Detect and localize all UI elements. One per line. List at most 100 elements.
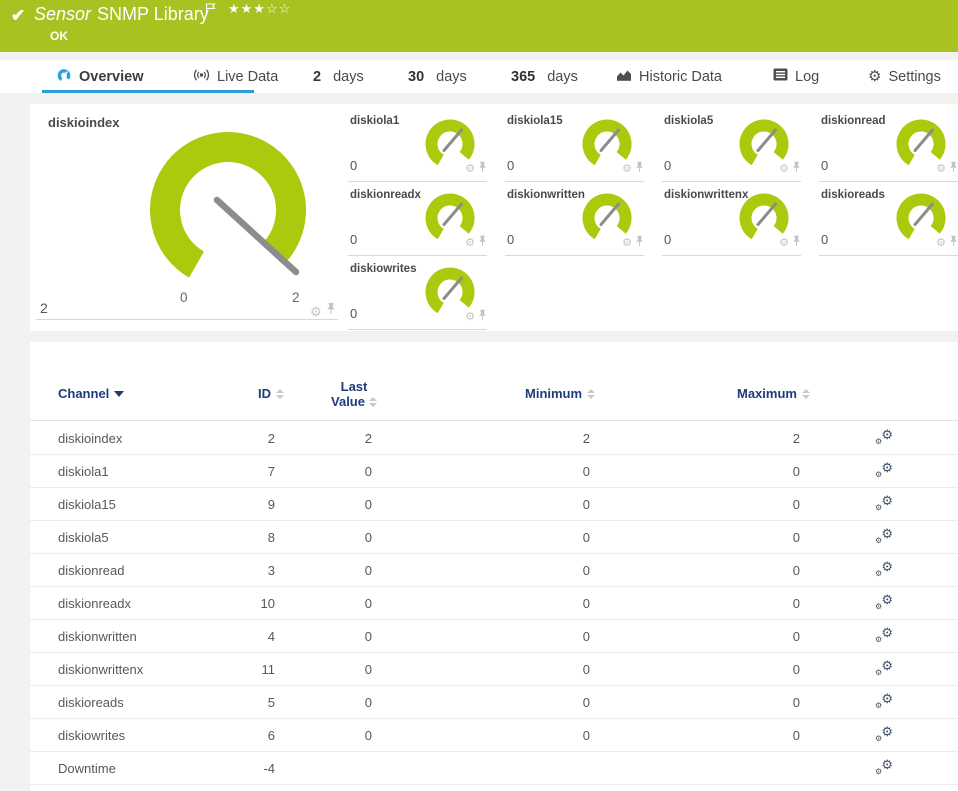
priority-stars[interactable]: ★★★☆☆ (228, 1, 292, 16)
table-row[interactable]: diskiowrites 6 0 0 0 ⚙ ⚙ (30, 719, 958, 752)
pin-icon[interactable] (478, 308, 487, 326)
gauge-cell-diskionreadx[interactable]: diskionreadx 0 ⚙ (348, 182, 489, 256)
column-header-maximum[interactable]: Maximum (737, 386, 810, 401)
pin-icon[interactable] (792, 160, 801, 178)
channel-settings-gears-icon[interactable]: ⚙ ⚙ (875, 756, 893, 776)
channel-settings-gears-icon[interactable]: ⚙ ⚙ (875, 657, 893, 677)
gauge-cell-diskiowrites[interactable]: diskiowrites 0 ⚙ (348, 256, 489, 330)
gear-icon[interactable]: ⚙ (465, 162, 475, 175)
gear-icon[interactable]: ⚙ (310, 303, 322, 319)
gear-icon[interactable]: ⚙ (622, 162, 632, 175)
cell-channel[interactable]: diskiola15 (58, 496, 116, 512)
cell-channel[interactable]: diskiola5 (58, 529, 109, 545)
tab-30-days[interactable]: 30 days (408, 60, 467, 93)
tab-2-days[interactable]: 2 days (313, 60, 364, 93)
gear-icon[interactable]: ⚙ (465, 236, 475, 249)
gear-icon[interactable]: ⚙ (622, 236, 632, 249)
cell-channel[interactable]: diskionwritten (58, 628, 137, 644)
small-gauge-icon (895, 193, 947, 244)
cell-last-value: 0 (364, 463, 372, 479)
cell-channel[interactable]: diskioindex (58, 430, 123, 446)
divider (505, 255, 644, 256)
table-row[interactable]: diskionwrittenx 11 0 0 0 ⚙ ⚙ (30, 653, 958, 686)
tab-settings[interactable]: ⚙ Settings (868, 60, 941, 93)
gauge-channel-name: diskiola1 (350, 115, 400, 127)
pin-icon[interactable] (635, 160, 644, 178)
table-row[interactable]: diskionwritten 4 0 0 0 ⚙ ⚙ (30, 620, 958, 653)
cell-maximum: 0 (792, 562, 800, 578)
pin-icon[interactable] (949, 160, 958, 178)
gear-icon[interactable]: ⚙ (936, 236, 946, 249)
column-header-channel[interactable]: Channel (58, 386, 125, 401)
table-row[interactable]: diskionreadx 10 0 0 0 ⚙ ⚙ (30, 587, 958, 620)
gauge-cell-diskionwrittenx[interactable]: diskionwrittenx 0 ⚙ (662, 182, 803, 256)
cell-channel[interactable]: diskionreadx (58, 595, 131, 611)
settings-gear-icon: ⚙ (868, 68, 882, 85)
channel-settings-gears-icon[interactable]: ⚙ ⚙ (875, 492, 893, 512)
gauge-cell-actions: ⚙ (310, 302, 336, 320)
cell-id: 8 (267, 529, 275, 545)
table-row[interactable]: diskiola15 9 0 0 0 ⚙ ⚙ (30, 488, 958, 521)
cell-channel[interactable]: diskiola1 (58, 463, 109, 479)
table-row[interactable]: diskioreads 5 0 0 0 ⚙ ⚙ (30, 686, 958, 719)
channel-settings-gears-icon[interactable]: ⚙ ⚙ (875, 459, 893, 479)
tab-365-days[interactable]: 365 days (511, 60, 578, 93)
channel-settings-gears-icon[interactable]: ⚙ ⚙ (875, 525, 893, 545)
pin-icon[interactable] (949, 234, 958, 252)
gauge-cell-diskionread[interactable]: diskionread 0 ⚙ (819, 108, 958, 182)
table-row[interactable]: Downtime -4 ⚙ ⚙ (30, 752, 958, 785)
pin-icon[interactable] (326, 302, 336, 320)
gear-icon[interactable]: ⚙ (465, 310, 475, 323)
channel-settings-gears-icon[interactable]: ⚙ ⚙ (875, 591, 893, 611)
table-row[interactable]: diskiola5 8 0 0 0 ⚙ ⚙ (30, 521, 958, 554)
gauge-cell-diskiola15[interactable]: diskiola15 0 ⚙ (505, 108, 646, 182)
column-header-minimum[interactable]: Minimum (525, 386, 596, 401)
table-row[interactable]: diskionread 3 0 0 0 ⚙ ⚙ (30, 554, 958, 587)
tab-overview[interactable]: Overview (56, 60, 144, 93)
pin-icon[interactable] (478, 160, 487, 178)
pin-icon[interactable] (792, 234, 801, 252)
table-row[interactable]: diskioindex 2 2 2 2 ⚙ ⚙ (30, 422, 958, 455)
tab-number: 30 (408, 68, 425, 85)
table-row[interactable]: diskiola1 7 0 0 0 ⚙ ⚙ (30, 455, 958, 488)
cell-channel[interactable]: diskionread (58, 562, 125, 578)
cell-minimum: 0 (582, 496, 590, 512)
pin-icon[interactable] (478, 234, 487, 252)
channel-settings-gears-icon[interactable]: ⚙ ⚙ (875, 558, 893, 578)
live-data-icon (193, 68, 210, 86)
cell-minimum: 0 (582, 463, 590, 479)
tab-log[interactable]: Log (773, 60, 819, 93)
cell-channel[interactable]: Downtime (58, 760, 116, 776)
cell-channel[interactable]: diskionwrittenx (58, 661, 144, 677)
channel-settings-gears-icon[interactable]: ⚙ ⚙ (875, 426, 893, 446)
cell-maximum: 0 (792, 529, 800, 545)
gauge-cell-diskiola5[interactable]: diskiola5 0 ⚙ (662, 108, 803, 182)
gauge-cell-diskiola1[interactable]: diskiola1 0 ⚙ (348, 108, 489, 182)
channel-settings-gears-icon[interactable]: ⚙ ⚙ (875, 624, 893, 644)
cell-maximum: 0 (792, 496, 800, 512)
cell-channel[interactable]: diskiowrites (58, 727, 126, 743)
gear-icon[interactable]: ⚙ (936, 162, 946, 175)
channel-settings-gears-icon[interactable]: ⚙ ⚙ (875, 723, 893, 743)
pin-icon[interactable] (635, 234, 644, 252)
column-header-last-value[interactable]: Last Value (318, 379, 390, 409)
tab-label: days (547, 68, 578, 85)
gauge-cell-diskioreads[interactable]: diskioreads 0 ⚙ (819, 182, 958, 256)
cell-maximum: 0 (792, 628, 800, 644)
sensor-status-header: ✔ Sensor SNMP Library ★★★☆☆ OK (0, 0, 958, 52)
channel-settings-gears-icon[interactable]: ⚙ ⚙ (875, 690, 893, 710)
gauge-overview-panel: diskioindex 0 2 2 ⚙ diskiola1 (30, 104, 958, 331)
column-header-id[interactable]: ID (258, 386, 284, 401)
cell-channel[interactable]: diskioreads (58, 694, 124, 710)
cell-last-value: 0 (364, 529, 372, 545)
page-title: Sensor SNMP Library (34, 4, 209, 25)
gauge-cell-diskioindex[interactable]: diskioindex 0 2 2 ⚙ (30, 104, 342, 331)
cell-minimum: 0 (582, 595, 590, 611)
gauge-cell-diskionwritten[interactable]: diskionwritten 0 ⚙ (505, 182, 646, 256)
tab-live-data[interactable]: Live Data (193, 60, 278, 93)
gear-icon[interactable]: ⚙ (779, 162, 789, 175)
gear-icon[interactable]: ⚙ (779, 236, 789, 249)
tab-label: Overview (79, 68, 144, 85)
tab-historic-data[interactable]: Historic Data (616, 60, 722, 93)
flag-icon[interactable] (205, 3, 216, 21)
